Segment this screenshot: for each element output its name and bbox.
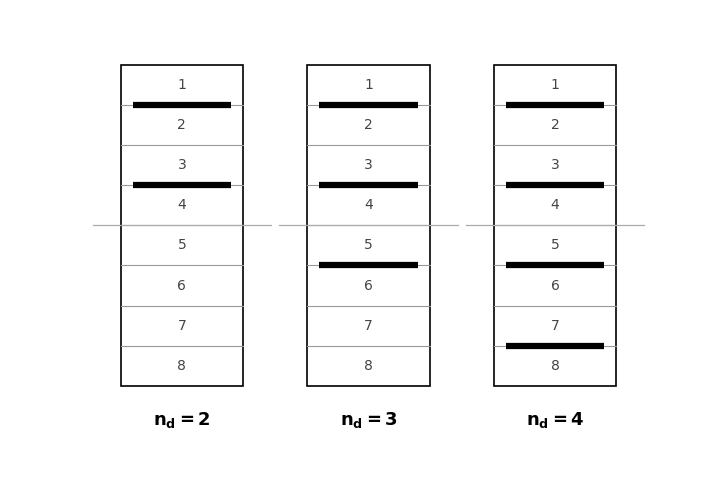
Text: 1: 1 <box>364 78 373 92</box>
Text: $\mathbf{n_d}$$\mathbf{ = }$$\mathbf{3}$: $\mathbf{n_d}$$\mathbf{ = }$$\mathbf{3}$ <box>339 410 398 430</box>
Text: 7: 7 <box>178 319 186 333</box>
Text: 5: 5 <box>178 239 186 252</box>
Text: 7: 7 <box>364 319 373 333</box>
Text: 3: 3 <box>551 158 559 172</box>
Text: 1: 1 <box>178 78 186 92</box>
Text: 6: 6 <box>178 278 186 293</box>
Text: $\mathbf{n_d}$$\mathbf{ = }$$\mathbf{4}$: $\mathbf{n_d}$$\mathbf{ = }$$\mathbf{4}$ <box>526 410 585 430</box>
Text: 2: 2 <box>364 118 373 132</box>
Text: 5: 5 <box>364 239 373 252</box>
Text: 8: 8 <box>178 359 186 373</box>
Text: 4: 4 <box>178 198 186 213</box>
Bar <box>121 65 243 386</box>
Text: 5: 5 <box>551 239 559 252</box>
Text: 8: 8 <box>364 359 373 373</box>
Text: 7: 7 <box>551 319 559 333</box>
Text: 4: 4 <box>364 198 373 213</box>
Bar <box>307 65 430 386</box>
Text: 6: 6 <box>364 278 373 293</box>
Text: 2: 2 <box>178 118 186 132</box>
Text: 3: 3 <box>364 158 373 172</box>
Bar <box>494 65 616 386</box>
Text: 3: 3 <box>178 158 186 172</box>
Text: 1: 1 <box>551 78 559 92</box>
Text: 6: 6 <box>551 278 559 293</box>
Text: 8: 8 <box>551 359 559 373</box>
Text: 2: 2 <box>551 118 559 132</box>
Text: 4: 4 <box>551 198 559 213</box>
Text: $\mathbf{n_d}$$\mathbf{ = }$$\mathbf{2}$: $\mathbf{n_d}$$\mathbf{ = }$$\mathbf{2}$ <box>153 410 211 430</box>
